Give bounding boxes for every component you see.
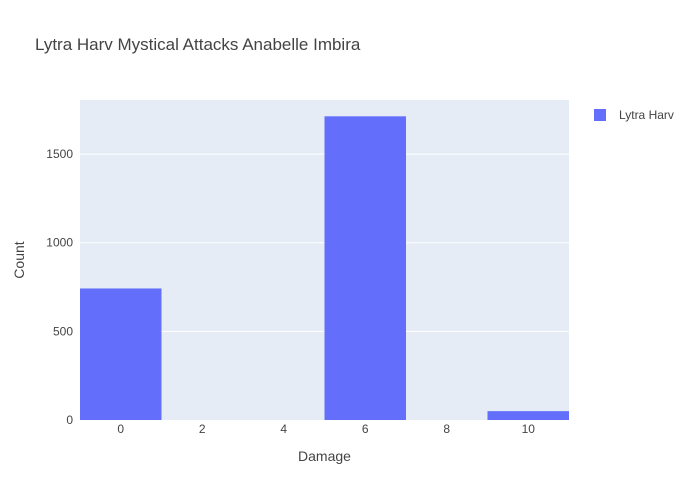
bar[interactable]: [324, 116, 407, 421]
x-tick-label: 4: [280, 422, 287, 436]
x-axis-title: Damage: [298, 448, 351, 464]
bars: [80, 116, 570, 421]
legend[interactable]: Lytra Harv: [594, 108, 674, 122]
x-tick-label: 0: [117, 422, 124, 436]
x-tick-label: 10: [522, 422, 536, 436]
x-axis-ticks: 0 2 4 6 8 10: [117, 422, 535, 436]
y-tick-label: 0: [66, 413, 73, 427]
legend-swatch[interactable]: [594, 109, 606, 121]
bar[interactable]: [487, 411, 570, 420]
x-tick-label: 8: [443, 422, 450, 436]
x-tick-label: 6: [362, 422, 369, 436]
legend-label[interactable]: Lytra Harv: [619, 108, 674, 122]
y-tick-label: 500: [53, 324, 73, 338]
y-tick-label: 1500: [46, 147, 73, 161]
chart-title: Lytra Harv Mystical Attacks Anabelle Imb…: [35, 35, 361, 54]
y-tick-label: 1000: [46, 236, 73, 250]
y-axis-title: Count: [11, 241, 27, 278]
y-axis-ticks: 0 500 1000 1500: [46, 147, 73, 427]
bar[interactable]: [80, 288, 162, 420]
x-tick-label: 2: [199, 422, 206, 436]
